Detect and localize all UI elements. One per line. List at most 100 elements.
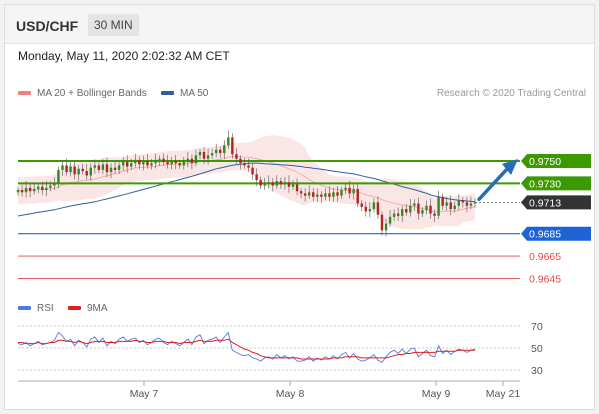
candle-body bbox=[235, 154, 238, 159]
time-tick-label: May 7 bbox=[130, 388, 159, 400]
candle-body bbox=[138, 159, 141, 165]
candle-body bbox=[396, 213, 400, 216]
candle-body bbox=[166, 162, 169, 165]
candle-body bbox=[85, 171, 88, 176]
legend-bollinger: MA 20 + Bollinger Bands bbox=[18, 88, 147, 99]
candle-body bbox=[117, 165, 121, 170]
candle-body bbox=[190, 158, 194, 164]
candle-body bbox=[429, 205, 432, 214]
candle-body bbox=[316, 194, 319, 197]
level-label-0.9730: 0.9730 bbox=[529, 178, 561, 190]
candle-body bbox=[336, 192, 339, 196]
candle-body bbox=[69, 166, 72, 173]
time-tick-label: May 8 bbox=[276, 388, 305, 400]
candle-body bbox=[332, 192, 335, 197]
candle-body bbox=[113, 167, 117, 170]
candle-body bbox=[61, 165, 64, 170]
candle-body bbox=[392, 213, 396, 217]
candle-body bbox=[445, 202, 448, 206]
candle-body bbox=[134, 159, 137, 164]
candle-body bbox=[101, 164, 105, 170]
candle-body bbox=[49, 185, 52, 188]
candle-body bbox=[364, 206, 368, 212]
candle-body bbox=[312, 192, 315, 197]
timestamp: Monday, May 11, 2020 2:02:32 AM CET bbox=[18, 49, 230, 63]
candle-body bbox=[360, 203, 363, 207]
candle-body bbox=[210, 153, 214, 156]
level-tag-0.9730 bbox=[521, 176, 591, 191]
forecast-arrow-shaft bbox=[477, 166, 510, 202]
candle-body bbox=[405, 209, 408, 213]
candle-body bbox=[158, 158, 161, 160]
level-label-0.9685: 0.9685 bbox=[529, 229, 561, 241]
candle-body bbox=[154, 159, 157, 164]
candle-body bbox=[37, 186, 40, 189]
candle-body bbox=[41, 186, 44, 191]
candle-body bbox=[340, 190, 343, 196]
candle-body bbox=[409, 205, 412, 213]
candle-body bbox=[372, 202, 376, 210]
candle-body bbox=[380, 214, 384, 231]
candle-body bbox=[162, 158, 165, 163]
legend-rsi-label: RSI bbox=[37, 303, 54, 314]
candle-body bbox=[328, 193, 331, 197]
candle-body bbox=[142, 160, 145, 165]
candle-body bbox=[287, 182, 291, 187]
candle-body bbox=[81, 168, 84, 172]
legend-rsi: RSI bbox=[18, 303, 54, 314]
moving-average-layer bbox=[17, 156, 476, 217]
candle-body bbox=[251, 167, 254, 175]
candle-body bbox=[388, 216, 392, 224]
candle-body bbox=[449, 202, 452, 210]
candle-body bbox=[182, 162, 186, 166]
level-label-0.9665: 0.9665 bbox=[529, 251, 561, 263]
candle-body bbox=[146, 160, 149, 166]
ma50-swatch bbox=[161, 91, 174, 96]
level-tag-0.9713 bbox=[521, 195, 591, 210]
candle-body bbox=[65, 165, 68, 173]
candle-body bbox=[53, 183, 56, 186]
level-label-0.9713: 0.9713 bbox=[529, 197, 561, 209]
candle-body bbox=[20, 190, 24, 193]
candle-body bbox=[198, 152, 202, 156]
ma20-line bbox=[17, 156, 476, 213]
candle-body bbox=[243, 163, 246, 166]
candle-body bbox=[267, 182, 270, 184]
legend-9ma: 9MA bbox=[68, 303, 108, 314]
rsi-tick-70: 70 bbox=[531, 321, 543, 333]
price-levels-layer: 0.9750 0.9730 0.9713 0.9685 0.9665 0.9645 bbox=[18, 153, 591, 285]
candle-body bbox=[255, 174, 258, 180]
candle-body bbox=[413, 203, 416, 206]
ma50-line bbox=[17, 162, 476, 217]
candle-body bbox=[352, 188, 355, 194]
candle-body bbox=[77, 168, 80, 175]
candle-body bbox=[73, 166, 76, 175]
level-label-0.9645: 0.9645 bbox=[529, 273, 561, 285]
time-tick-label: May 9 bbox=[422, 388, 451, 400]
credit-text: Research © 2020 Trading Central bbox=[436, 88, 586, 99]
header-bar: USD/CHF 30 MIN bbox=[5, 5, 594, 44]
time-axis: May 7 May 8 May 9 May 21 bbox=[18, 380, 520, 400]
candle-body bbox=[97, 165, 101, 170]
candle-body bbox=[194, 155, 198, 164]
candle-body bbox=[291, 184, 295, 187]
candle-body bbox=[307, 192, 311, 196]
pair-title: USD/CHF bbox=[16, 18, 79, 34]
candle-body bbox=[320, 194, 323, 197]
candle-body bbox=[178, 163, 181, 166]
candle-body bbox=[299, 191, 303, 194]
candle-body bbox=[384, 223, 388, 231]
candle-body bbox=[465, 202, 469, 206]
candle-body bbox=[425, 205, 428, 211]
rsi-tick-30: 30 bbox=[531, 365, 543, 377]
timeframe-badge[interactable]: 30 MIN bbox=[88, 14, 139, 36]
candle-body bbox=[214, 149, 218, 154]
candle-body bbox=[368, 209, 372, 212]
candle-body bbox=[125, 162, 129, 167]
candle-body bbox=[109, 167, 113, 173]
forecast-arrow-head bbox=[502, 158, 518, 175]
candle-body bbox=[93, 165, 97, 168]
legend-ma50: MA 50 bbox=[161, 88, 208, 99]
candle-body bbox=[259, 179, 262, 186]
candle-body bbox=[202, 152, 206, 159]
